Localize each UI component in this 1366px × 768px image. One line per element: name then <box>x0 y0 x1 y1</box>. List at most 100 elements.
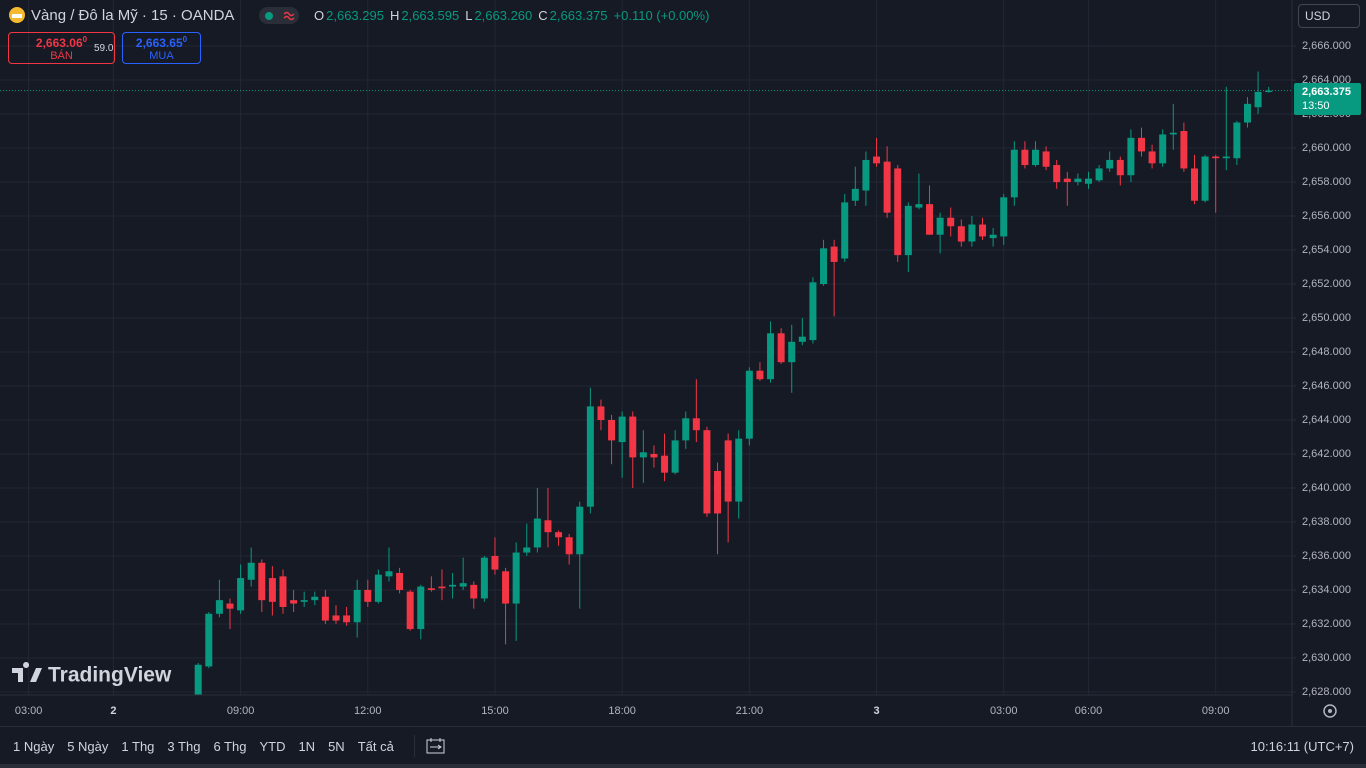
candles <box>0 71 1292 695</box>
candle-body <box>745 370 753 439</box>
candle-body <box>427 588 435 590</box>
y-tick-label: 2,648.000 <box>1302 346 1351 358</box>
candle-body <box>608 419 616 441</box>
y-tick-label: 2,634.000 <box>1302 584 1351 596</box>
y-tick-label: 2,642.000 <box>1302 448 1351 460</box>
range-button[interactable]: 1 Thg <box>121 738 155 754</box>
sell-button[interactable]: 2,663.060 BÁN <box>8 32 115 64</box>
candle-body <box>862 159 870 191</box>
symbol-title[interactable]: Vàng / Đô la Mỹ · 15 · OANDA <box>31 6 235 24</box>
candle-body <box>915 204 923 208</box>
range-buttons: 1 Ngày 5 Ngày 1 Thg 3 Thg 6 Thg YTD 1N 5N Tất cả <box>0 739 394 754</box>
candle-body <box>1159 134 1167 164</box>
candle-body <box>226 603 234 609</box>
candle-body <box>470 584 478 599</box>
candle-body <box>1053 165 1061 183</box>
candle-body <box>894 168 902 256</box>
settings-ring[interactable] <box>1323 704 1337 718</box>
candle-body <box>1212 156 1220 159</box>
candle-body <box>926 204 934 235</box>
y-tick-label: 2,644.000 <box>1302 414 1351 426</box>
candle-body <box>1021 149 1029 166</box>
range-button[interactable]: YTD <box>259 738 286 754</box>
candle-body <box>1042 151 1050 167</box>
candle-body <box>989 234 997 239</box>
candle-body <box>851 188 859 201</box>
calendar-lines[interactable] <box>429 738 442 750</box>
sell-label[interactable]: BÁN <box>50 50 73 62</box>
candle-body <box>788 341 796 363</box>
ohlc-value: 2,663.595 <box>401 7 460 23</box>
candle-body <box>374 574 382 602</box>
calendar-frame[interactable] <box>426 739 445 754</box>
candle-body <box>724 440 732 502</box>
candle-body <box>258 562 266 601</box>
symbol-header: Vàng / Đô la Mỹ · 15 · OANDA <box>8 5 234 25</box>
range-button[interactable]: 1 Ngày <box>13 738 55 754</box>
y-tick-label: 2,628.000 <box>1302 686 1351 698</box>
x-tick-label: 12:00 <box>354 705 382 717</box>
candle-body <box>290 600 298 604</box>
settings-dot[interactable] <box>1328 709 1332 713</box>
buy-price-main[interactable]: 2,663.65 <box>135 36 183 50</box>
sell-price-small[interactable]: 0 <box>82 35 88 44</box>
candle-body <box>364 589 372 602</box>
buy-price[interactable]: 2,663.650 <box>136 33 187 50</box>
candle-body <box>480 557 488 599</box>
buy-button[interactable]: 2,663.650 MUA <box>122 32 201 64</box>
candle-body <box>279 576 287 607</box>
candle-body <box>311 596 319 601</box>
range-button[interactable]: 6 Thg <box>213 738 247 754</box>
range-button[interactable]: 1N <box>298 738 316 754</box>
ohlc-key: H <box>389 7 400 23</box>
range-button[interactable]: 5 Ngày <box>67 738 109 754</box>
y-tick-label: 2,656.000 <box>1302 210 1351 222</box>
range-button[interactable]: 3 Thg <box>167 738 201 754</box>
candle-body <box>618 416 626 443</box>
y-tick-label: 2,650.000 <box>1302 312 1351 324</box>
candle-body <box>343 615 351 623</box>
candle-body <box>798 336 806 342</box>
candle-body <box>1265 90 1273 93</box>
candle-body <box>205 613 213 667</box>
clock[interactable]: 10:16:11 (UTC+7) <box>1250 738 1354 754</box>
goto-date-icon[interactable] <box>425 736 447 756</box>
candle-body <box>353 589 361 623</box>
x-tick-label: 3 <box>873 705 879 717</box>
candle-body <box>1148 151 1156 164</box>
candle-body <box>1106 159 1114 169</box>
candle-body <box>841 202 849 259</box>
range-button[interactable]: Tất cả <box>357 738 394 754</box>
candle-body <box>417 586 425 630</box>
candle-body <box>1222 156 1230 159</box>
candle-body <box>1116 159 1124 176</box>
candle-body <box>459 583 467 587</box>
last-price-label: 2,663.375 13:50 <box>1294 82 1361 115</box>
ohlc-value: 2,663.295 <box>326 7 384 23</box>
range-button[interactable]: 5N <box>328 738 345 754</box>
countdown: 13:50 <box>1302 99 1330 112</box>
buy-price-small[interactable]: 0 <box>182 35 188 44</box>
buy-label[interactable]: MUA <box>149 50 174 62</box>
candle-body <box>1010 149 1018 198</box>
market-status[interactable] <box>259 7 299 24</box>
currency-button[interactable]: USD <box>1298 4 1360 28</box>
candle-body <box>1180 131 1188 169</box>
candle-body <box>586 406 594 507</box>
candle-body <box>332 615 340 621</box>
candle-body <box>767 333 775 380</box>
candle-body <box>523 547 531 553</box>
sell-price[interactable]: 2,663.060 <box>36 33 87 50</box>
candle-body <box>385 571 393 577</box>
candle-body <box>247 562 255 580</box>
sell-price-main[interactable]: 2,663.06 <box>35 36 83 50</box>
candle-body <box>321 596 329 621</box>
candle-body <box>904 205 912 256</box>
chart: 2,628.000 2,630.000 2,632.000 2,634.000 2,63… <box>0 0 1351 726</box>
ohlc-change: +0.110 (+0.00%) <box>613 7 710 23</box>
settings-icon[interactable] <box>1323 704 1337 718</box>
candle-body <box>1137 137 1145 152</box>
y-tick-label: 2,636.000 <box>1302 550 1351 562</box>
candle-body <box>830 246 838 262</box>
watermark-text: TradingView <box>48 664 172 687</box>
